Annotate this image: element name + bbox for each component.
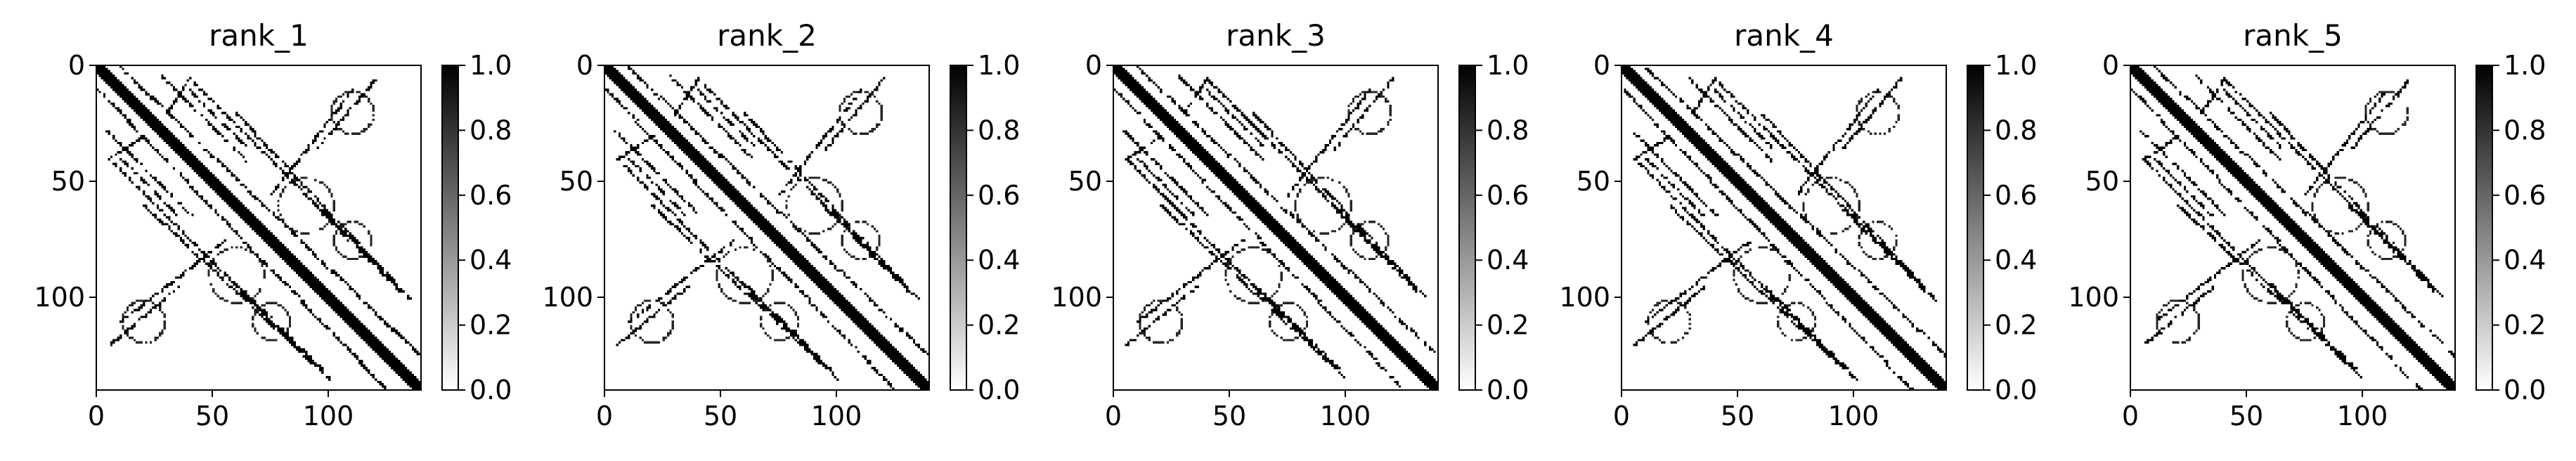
colorbar-tick-label: 0.2	[1995, 310, 2037, 341]
colorbar-tick-label: 0.4	[1487, 245, 1529, 275]
colorbar: 0.0 0.2 0.4 0.6 0.8 1.0	[441, 50, 512, 405]
axes-frame	[1621, 65, 1947, 391]
colorbar-tick-label: 1.0	[978, 50, 1020, 81]
subplot-rank_4: rank_4 0 50 100 0 50 100 0.0 0.2 0.4 0.6 0.8 1.0	[1559, 18, 2037, 431]
colorbar-gradient	[2475, 65, 2493, 391]
y-tick-label: 100	[542, 282, 593, 313]
subplot-rank_5: rank_5 0 50 100 0 50 100 0.0 0.2 0.4 0.6 0.8 1.0	[2068, 18, 2546, 431]
colorbar-tick-label: 0.6	[1995, 180, 2037, 211]
subplot-grid: rank_10 50 1000501000.00.20.40.60.81.0rank…	[34, 18, 2546, 431]
colorbar: 0.0 0.2 0.4 0.6 0.8 1.0	[1967, 50, 2037, 405]
colorbar-gradient	[441, 65, 459, 391]
y-tick-label: 100	[2068, 282, 2119, 313]
axes-frame	[96, 65, 422, 391]
subplot-rank_3: rank_3 0 50 100 0 50 100 0.0 0.2 0.4 0.6 0.8 1.0	[1051, 18, 1529, 431]
axes-frame	[2130, 65, 2456, 391]
colorbar-tick-label: 0.4	[2504, 245, 2546, 275]
colorbar: 0.0 0.2 0.4 0.6 0.8 1.0	[2475, 50, 2546, 405]
y-tick-label: 0	[2102, 50, 2119, 81]
y-tick-label: 50	[51, 166, 85, 197]
y-tick-label: 0	[1085, 50, 1102, 81]
x-tick-label: 0	[2122, 401, 2139, 431]
colorbar-tick-label: 0.8	[2504, 115, 2546, 145]
x-tick-label: 50	[1212, 401, 1246, 431]
subplot-title: rank_5	[2243, 18, 2343, 53]
colorbar-tick-label: 0.8	[1995, 115, 2037, 145]
x-tick-label: 0	[1105, 401, 1122, 431]
heatmap-cells	[96, 65, 421, 390]
x-tick-label: 50	[704, 401, 737, 431]
colorbar-tick-label: 0.0	[1487, 375, 1529, 405]
colorbar-tick-label: 0.6	[978, 180, 1020, 211]
y-tick-label: 0	[576, 50, 593, 81]
subplot-rank_1: rank_1 0 50 100 0 50 100 0.0 0.2 0.4 0.6 0.8 1.0	[34, 18, 512, 431]
colorbar-gradient	[1458, 65, 1476, 391]
subplot-rank_2: rank_2 0 50 100 0 50 100 0.0 0.2 0.4 0.6 0.8 1.0	[542, 18, 1020, 431]
colorbar-tick-label: 0.0	[470, 375, 512, 405]
x-tick-label: 0	[88, 401, 105, 431]
y-tick-label: 0	[68, 50, 85, 81]
colorbar-tick-label: 0.0	[978, 375, 1020, 405]
colorbar-tick-label: 0.2	[978, 310, 1020, 341]
colorbar-tick-label: 0.0	[1995, 375, 2037, 405]
subplot-title: rank_4	[1734, 18, 1834, 53]
x-tick-label: 50	[1721, 401, 1754, 431]
colorbar-tick-label: 0.0	[2504, 375, 2546, 405]
y-tick-label: 100	[1559, 282, 1610, 313]
colorbar-tick-label: 0.8	[1487, 115, 1529, 145]
heatmap-cells	[1113, 65, 1438, 390]
colorbar-tick-label: 0.2	[1487, 310, 1529, 341]
x-tick-label: 100	[1828, 401, 1879, 431]
colorbar-tick-label: 0.4	[1995, 245, 2037, 275]
colorbar-tick-label: 0.2	[2504, 310, 2546, 341]
x-tick-label: 100	[811, 401, 862, 431]
colorbar-tick-label: 0.6	[2504, 180, 2546, 211]
heatmap-cells	[2130, 65, 2455, 390]
colorbar-tick-label: 1.0	[1487, 50, 1529, 81]
x-tick-label: 100	[2337, 401, 2388, 431]
colorbar-gradient	[950, 65, 967, 391]
x-tick-label: 100	[303, 401, 354, 431]
heatmap-cells	[604, 65, 929, 390]
x-tick-label: 0	[596, 401, 613, 431]
subplot-title: rank_2	[717, 18, 817, 53]
x-tick-label: 50	[2229, 401, 2263, 431]
subplot-title: rank_3	[1226, 18, 1326, 53]
heatmap-cells	[1622, 65, 1946, 390]
y-tick-label: 100	[34, 282, 85, 313]
colorbar-tick-label: 1.0	[1995, 50, 2037, 81]
y-tick-label: 50	[1577, 166, 1610, 197]
colorbar: 0.0 0.2 0.4 0.6 0.8 1.0	[1458, 50, 1529, 405]
y-tick-label: 50	[1068, 166, 1102, 197]
colorbar-tick-label: 0.4	[978, 245, 1020, 275]
colorbar-tick-label: 0.2	[470, 310, 512, 341]
axes-frame	[604, 65, 930, 391]
y-tick-label: 100	[1051, 282, 1102, 313]
colorbar-gradient	[1967, 65, 1984, 391]
colorbar-tick-label: 0.6	[1487, 180, 1529, 211]
subplot-title: rank_1	[209, 18, 309, 53]
x-tick-label: 0	[1613, 401, 1630, 431]
colorbar-tick-label: 1.0	[2504, 50, 2546, 81]
colorbar-tick-label: 0.4	[470, 245, 512, 275]
colorbar-tick-label: 0.8	[978, 115, 1020, 145]
x-tick-label: 50	[195, 401, 229, 431]
axes-frame	[1113, 65, 1439, 391]
y-tick-label: 50	[2085, 166, 2119, 197]
x-tick-label: 100	[1320, 401, 1371, 431]
colorbar-tick-label: 1.0	[470, 50, 512, 81]
colorbar-tick-label: 0.6	[470, 180, 512, 211]
y-tick-label: 0	[1593, 50, 1610, 81]
y-tick-label: 50	[559, 166, 593, 197]
colorbar-tick-label: 0.8	[470, 115, 512, 145]
colorbar: 0.0 0.2 0.4 0.6 0.8 1.0	[950, 50, 1020, 405]
